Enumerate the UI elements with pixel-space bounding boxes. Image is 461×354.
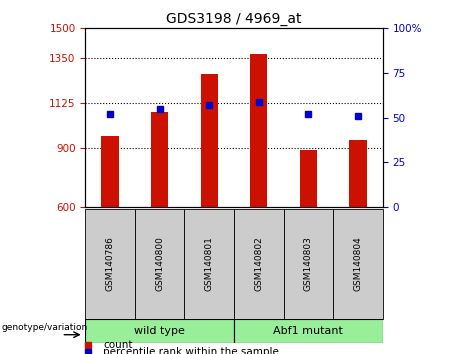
Bar: [135, 209, 184, 319]
Text: genotype/variation: genotype/variation: [2, 323, 88, 332]
Bar: [234, 319, 383, 343]
Text: GSM140800: GSM140800: [155, 236, 164, 291]
Bar: [300, 150, 317, 207]
Bar: [101, 136, 119, 207]
Bar: [85, 209, 135, 319]
Title: GDS3198 / 4969_at: GDS3198 / 4969_at: [166, 12, 301, 26]
Text: wild type: wild type: [134, 326, 185, 336]
Bar: [250, 54, 267, 207]
Text: GSM140804: GSM140804: [353, 236, 362, 291]
Text: GSM140801: GSM140801: [205, 236, 214, 291]
Bar: [234, 209, 284, 319]
Bar: [184, 209, 234, 319]
Text: Abf1 mutant: Abf1 mutant: [273, 326, 343, 336]
Bar: [349, 139, 366, 207]
Bar: [85, 319, 234, 343]
Text: percentile rank within the sample: percentile rank within the sample: [103, 347, 279, 354]
Text: GSM140786: GSM140786: [106, 236, 115, 291]
Bar: [151, 112, 168, 207]
Text: GSM140802: GSM140802: [254, 236, 263, 291]
Text: GSM140803: GSM140803: [304, 236, 313, 291]
Bar: [201, 74, 218, 207]
Bar: [333, 209, 383, 319]
Text: count: count: [103, 340, 133, 350]
Bar: [284, 209, 333, 319]
